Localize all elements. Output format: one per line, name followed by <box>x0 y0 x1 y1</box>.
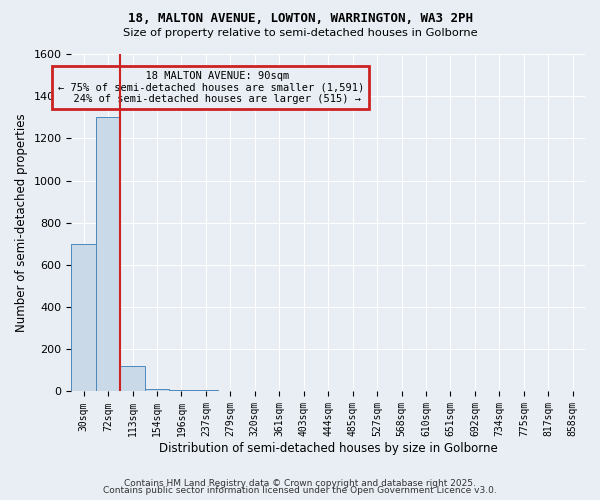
Bar <box>169 390 194 392</box>
Y-axis label: Number of semi-detached properties: Number of semi-detached properties <box>15 114 28 332</box>
Bar <box>121 366 145 392</box>
Bar <box>145 390 169 392</box>
Text: Contains HM Land Registry data © Crown copyright and database right 2025.: Contains HM Land Registry data © Crown c… <box>124 478 476 488</box>
Bar <box>194 390 218 392</box>
Text: 18, MALTON AVENUE, LOWTON, WARRINGTON, WA3 2PH: 18, MALTON AVENUE, LOWTON, WARRINGTON, W… <box>128 12 473 26</box>
Bar <box>71 244 96 392</box>
Bar <box>96 118 121 392</box>
Text: Size of property relative to semi-detached houses in Golborne: Size of property relative to semi-detach… <box>122 28 478 38</box>
Text: Contains public sector information licensed under the Open Government Licence v3: Contains public sector information licen… <box>103 486 497 495</box>
Text: 18 MALTON AVENUE: 90sqm
← 75% of semi-detached houses are smaller (1,591)
  24% : 18 MALTON AVENUE: 90sqm ← 75% of semi-de… <box>58 71 364 104</box>
X-axis label: Distribution of semi-detached houses by size in Golborne: Distribution of semi-detached houses by … <box>159 442 497 455</box>
